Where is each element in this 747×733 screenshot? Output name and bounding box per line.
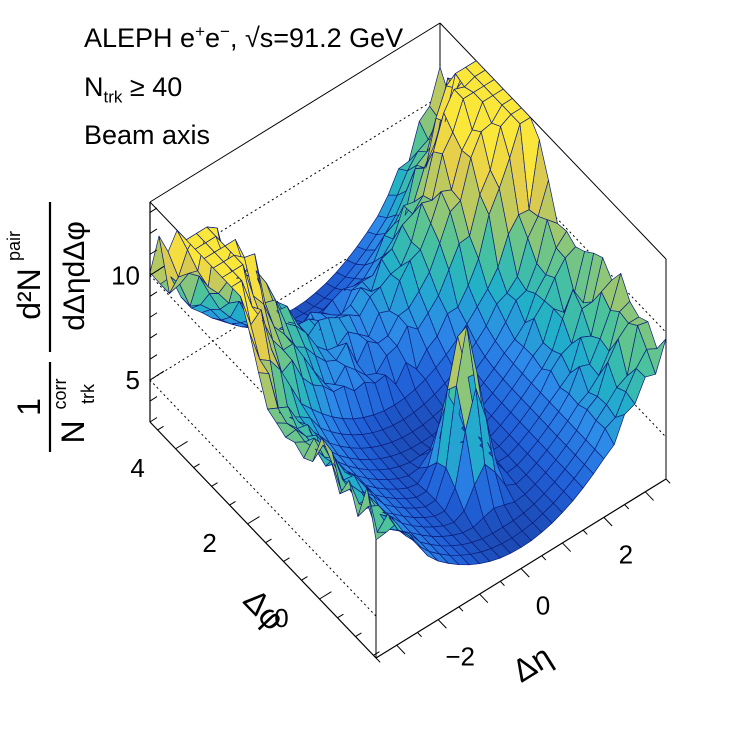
z-tick (149, 207, 158, 213)
z-label-den: dΔηdΔφ (58, 221, 91, 331)
x-tick-label-0: −2 (445, 642, 475, 672)
x-tick (437, 619, 447, 629)
z-tick (149, 396, 158, 402)
x-tick (624, 504, 630, 510)
y-tick (337, 613, 344, 619)
x-tick (644, 491, 654, 501)
z-label-one: 1 (11, 398, 47, 416)
z-label-trk: trk (78, 383, 98, 404)
x-tick (582, 529, 588, 535)
z-tick (149, 291, 158, 297)
x-tick (562, 542, 572, 552)
surface-mesh (149, 60, 667, 566)
box-edge-1 (149, 22, 441, 203)
z-tick (149, 228, 158, 234)
y-tick-label-2: 4 (130, 453, 144, 483)
z-tick (149, 265, 165, 276)
z-tick (149, 312, 158, 318)
x-tick (541, 555, 547, 561)
z-tick (149, 417, 158, 423)
y-tick (247, 516, 260, 525)
y-tick (301, 576, 308, 581)
x-tick (603, 517, 613, 527)
y-axis-line (149, 421, 377, 659)
x-tick (665, 478, 671, 484)
surface-cell (646, 338, 667, 375)
x-tick-label-1: 0 (536, 591, 550, 621)
x-tick (417, 632, 422, 638)
z-label-N: N (55, 420, 91, 443)
y-tick (265, 538, 272, 544)
z-label-pair: pair (4, 231, 24, 261)
experiment-annotation: ALEPH e+e−, √s=91.2 GeV (84, 22, 404, 53)
y-tick (193, 463, 200, 468)
z-tick-label-1: 10 (111, 260, 140, 290)
x-tick (396, 644, 406, 655)
x-tick (375, 657, 381, 663)
y-tick (175, 441, 188, 450)
x-tick (479, 593, 489, 604)
x-tick (499, 580, 505, 586)
z-tick (149, 333, 158, 339)
frame-annotation: Beam axis (84, 120, 211, 150)
y-tick (157, 425, 164, 431)
x-tick (458, 606, 464, 612)
z-tick (149, 370, 165, 381)
y-tick-label-0: 0 (274, 603, 288, 633)
y-tick (229, 501, 236, 506)
y-tick (319, 591, 332, 600)
z-label-corr: corr (50, 378, 70, 409)
x-tick-label-2: 2 (619, 539, 633, 569)
z-label-num: d²N (11, 268, 47, 320)
y-tick (355, 632, 362, 637)
z-tick-label-0: 5 (126, 365, 140, 395)
z-tick (149, 249, 158, 255)
x-tick (520, 568, 530, 578)
multiplicity-annotation: Ntrk ≥ 40 (84, 72, 183, 107)
x-axis-label: Δη (506, 638, 558, 689)
y-tick (211, 482, 218, 487)
y-tick (373, 651, 380, 656)
y-tick (283, 557, 290, 562)
y-tick-label-1: 2 (202, 528, 216, 558)
z-tick (149, 354, 158, 360)
